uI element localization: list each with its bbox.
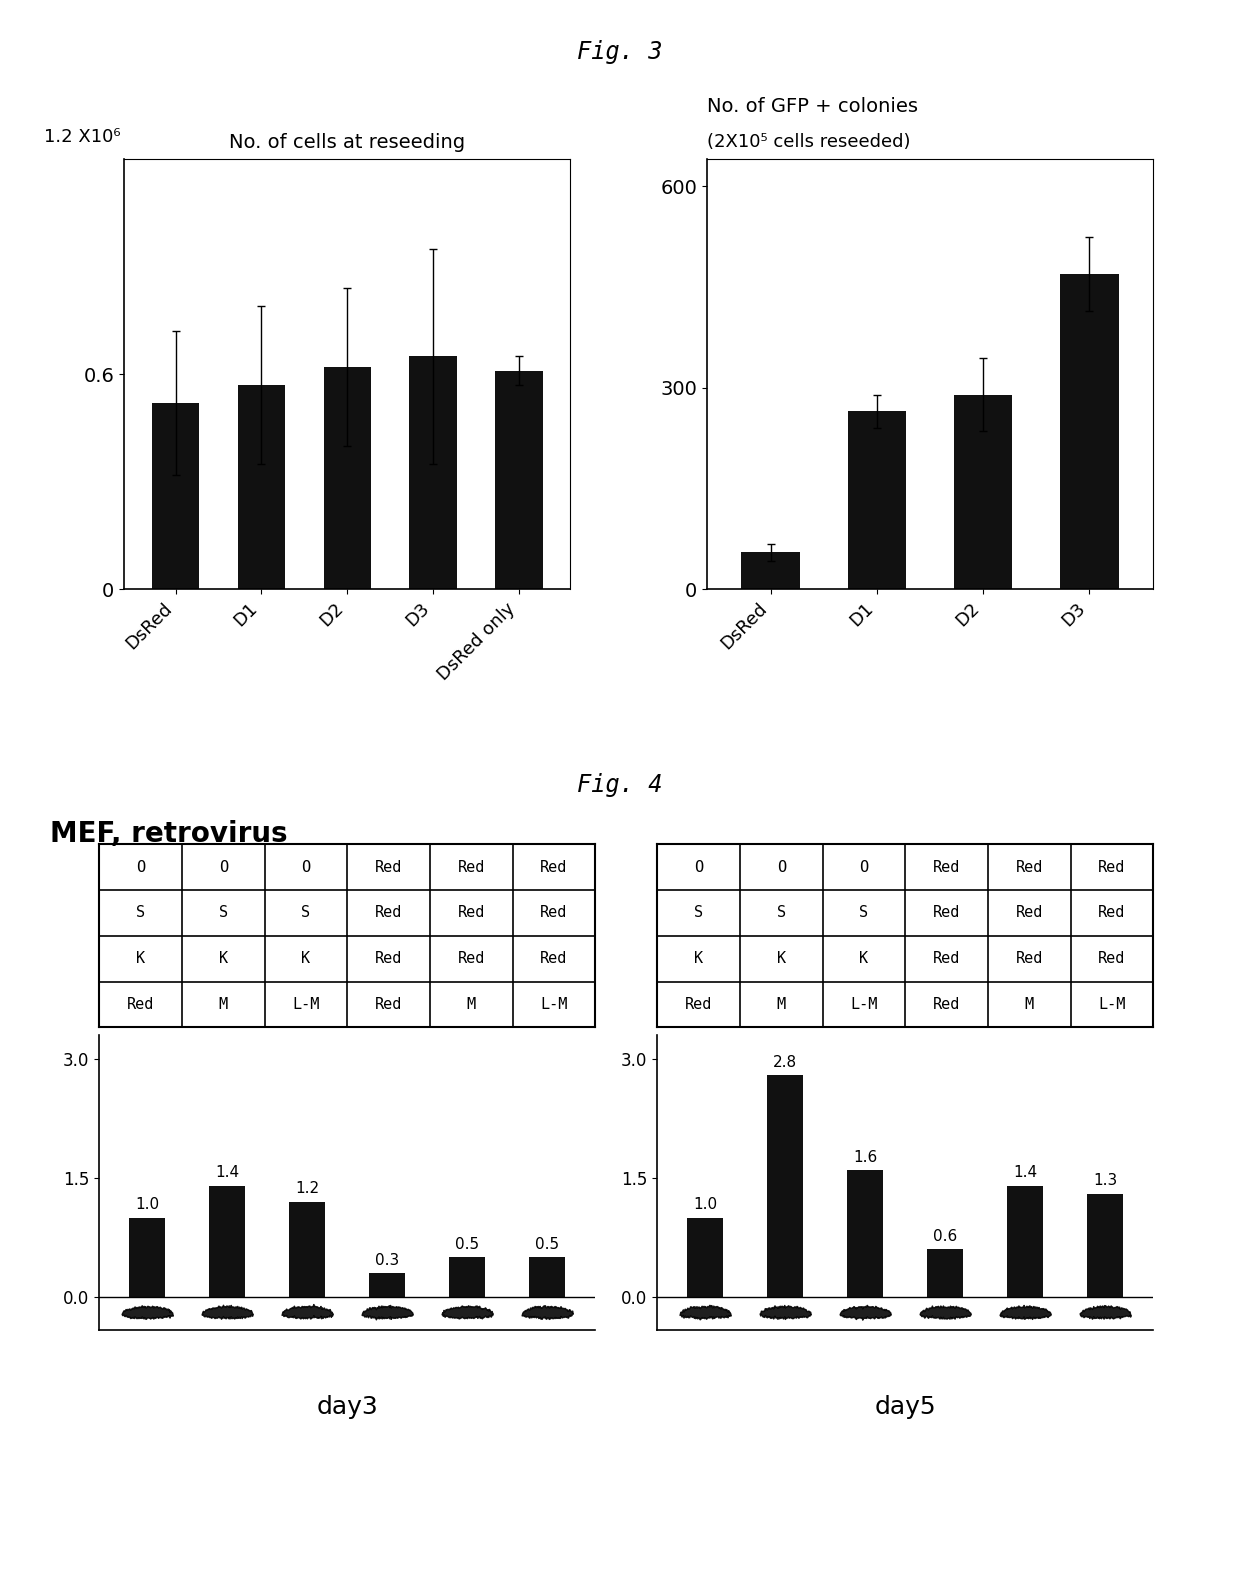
Text: M: M: [218, 997, 228, 1012]
Text: MEF, retrovirus: MEF, retrovirus: [50, 820, 288, 849]
Text: No. of GFP + colonies: No. of GFP + colonies: [707, 97, 918, 116]
Text: L-M: L-M: [293, 997, 320, 1012]
Text: 1.4: 1.4: [215, 1166, 239, 1180]
Text: O: O: [776, 860, 786, 875]
Text: 1.2: 1.2: [295, 1182, 319, 1196]
Text: Fig. 3: Fig. 3: [578, 40, 662, 64]
Text: M: M: [1024, 997, 1034, 1012]
Text: L-M: L-M: [851, 997, 878, 1012]
Bar: [129, 1217, 165, 1297]
Bar: [848, 411, 906, 589]
Text: O: O: [694, 860, 703, 875]
Text: 0.5: 0.5: [536, 1236, 559, 1252]
Text: M: M: [776, 997, 786, 1012]
Text: day5: day5: [874, 1395, 936, 1419]
Text: Red: Red: [458, 860, 485, 875]
Bar: [449, 1257, 485, 1297]
Bar: [1087, 1193, 1123, 1297]
Text: K: K: [301, 951, 310, 967]
Text: 1.0: 1.0: [135, 1196, 159, 1212]
Text: Red: Red: [458, 951, 485, 967]
Text: S: S: [776, 905, 786, 921]
Text: 1.3: 1.3: [1094, 1174, 1117, 1188]
Text: Red: Red: [1099, 905, 1126, 921]
Text: S: S: [301, 905, 310, 921]
Text: 1.4: 1.4: [1013, 1166, 1038, 1180]
Bar: [409, 357, 456, 589]
Bar: [289, 1201, 325, 1297]
Text: Red: Red: [932, 951, 960, 967]
Text: Red: Red: [684, 997, 712, 1012]
Text: Red: Red: [1016, 860, 1043, 875]
Bar: [687, 1217, 723, 1297]
Text: 1.0: 1.0: [693, 1196, 717, 1212]
Bar: [954, 395, 1012, 589]
Text: 1.2 X10⁶: 1.2 X10⁶: [43, 129, 120, 147]
Text: Red: Red: [374, 997, 402, 1012]
Bar: [847, 1171, 883, 1297]
Text: Red: Red: [374, 951, 402, 967]
Text: day3: day3: [316, 1395, 378, 1419]
Bar: [768, 1075, 804, 1297]
Bar: [529, 1257, 565, 1297]
Text: K: K: [859, 951, 868, 967]
Text: Red: Red: [932, 997, 960, 1012]
Text: M: M: [466, 997, 476, 1012]
Bar: [495, 371, 543, 589]
Bar: [238, 386, 285, 589]
Text: S: S: [136, 905, 145, 921]
Text: 2.8: 2.8: [773, 1055, 797, 1069]
Text: K: K: [218, 951, 228, 967]
Text: L-M: L-M: [1099, 997, 1126, 1012]
Text: Red: Red: [126, 997, 154, 1012]
Text: Red: Red: [541, 860, 568, 875]
Text: (2X10⁵ cells reseeded): (2X10⁵ cells reseeded): [707, 132, 910, 151]
Text: O: O: [859, 860, 868, 875]
Text: S: S: [694, 905, 703, 921]
Text: Red: Red: [541, 905, 568, 921]
Bar: [324, 366, 371, 589]
Text: Red: Red: [1016, 905, 1043, 921]
Text: 0.5: 0.5: [455, 1236, 480, 1252]
Text: S: S: [859, 905, 868, 921]
Bar: [742, 553, 800, 589]
Text: Red: Red: [1099, 860, 1126, 875]
Text: K: K: [694, 951, 703, 967]
Text: O: O: [301, 860, 310, 875]
Bar: [370, 1273, 405, 1297]
Text: Fig. 4: Fig. 4: [578, 773, 662, 796]
Text: Red: Red: [458, 905, 485, 921]
Text: O: O: [218, 860, 228, 875]
Text: O: O: [136, 860, 145, 875]
Bar: [928, 1249, 963, 1297]
Text: Red: Red: [1099, 951, 1126, 967]
Text: Red: Red: [932, 905, 960, 921]
Text: 0.3: 0.3: [374, 1252, 399, 1268]
Text: 1.6: 1.6: [853, 1150, 878, 1164]
Text: L-M: L-M: [541, 997, 568, 1012]
Text: Red: Red: [541, 951, 568, 967]
Bar: [1007, 1185, 1043, 1297]
Text: 0.6: 0.6: [932, 1228, 957, 1244]
Text: Red: Red: [1016, 951, 1043, 967]
Title: No. of cells at reseeding: No. of cells at reseeding: [229, 134, 465, 153]
Text: S: S: [218, 905, 228, 921]
Text: Red: Red: [374, 905, 402, 921]
Text: Red: Red: [374, 860, 402, 875]
Bar: [151, 403, 200, 589]
Text: K: K: [136, 951, 145, 967]
Text: Red: Red: [932, 860, 960, 875]
Text: K: K: [776, 951, 786, 967]
Bar: [1060, 274, 1118, 589]
Bar: [210, 1185, 246, 1297]
